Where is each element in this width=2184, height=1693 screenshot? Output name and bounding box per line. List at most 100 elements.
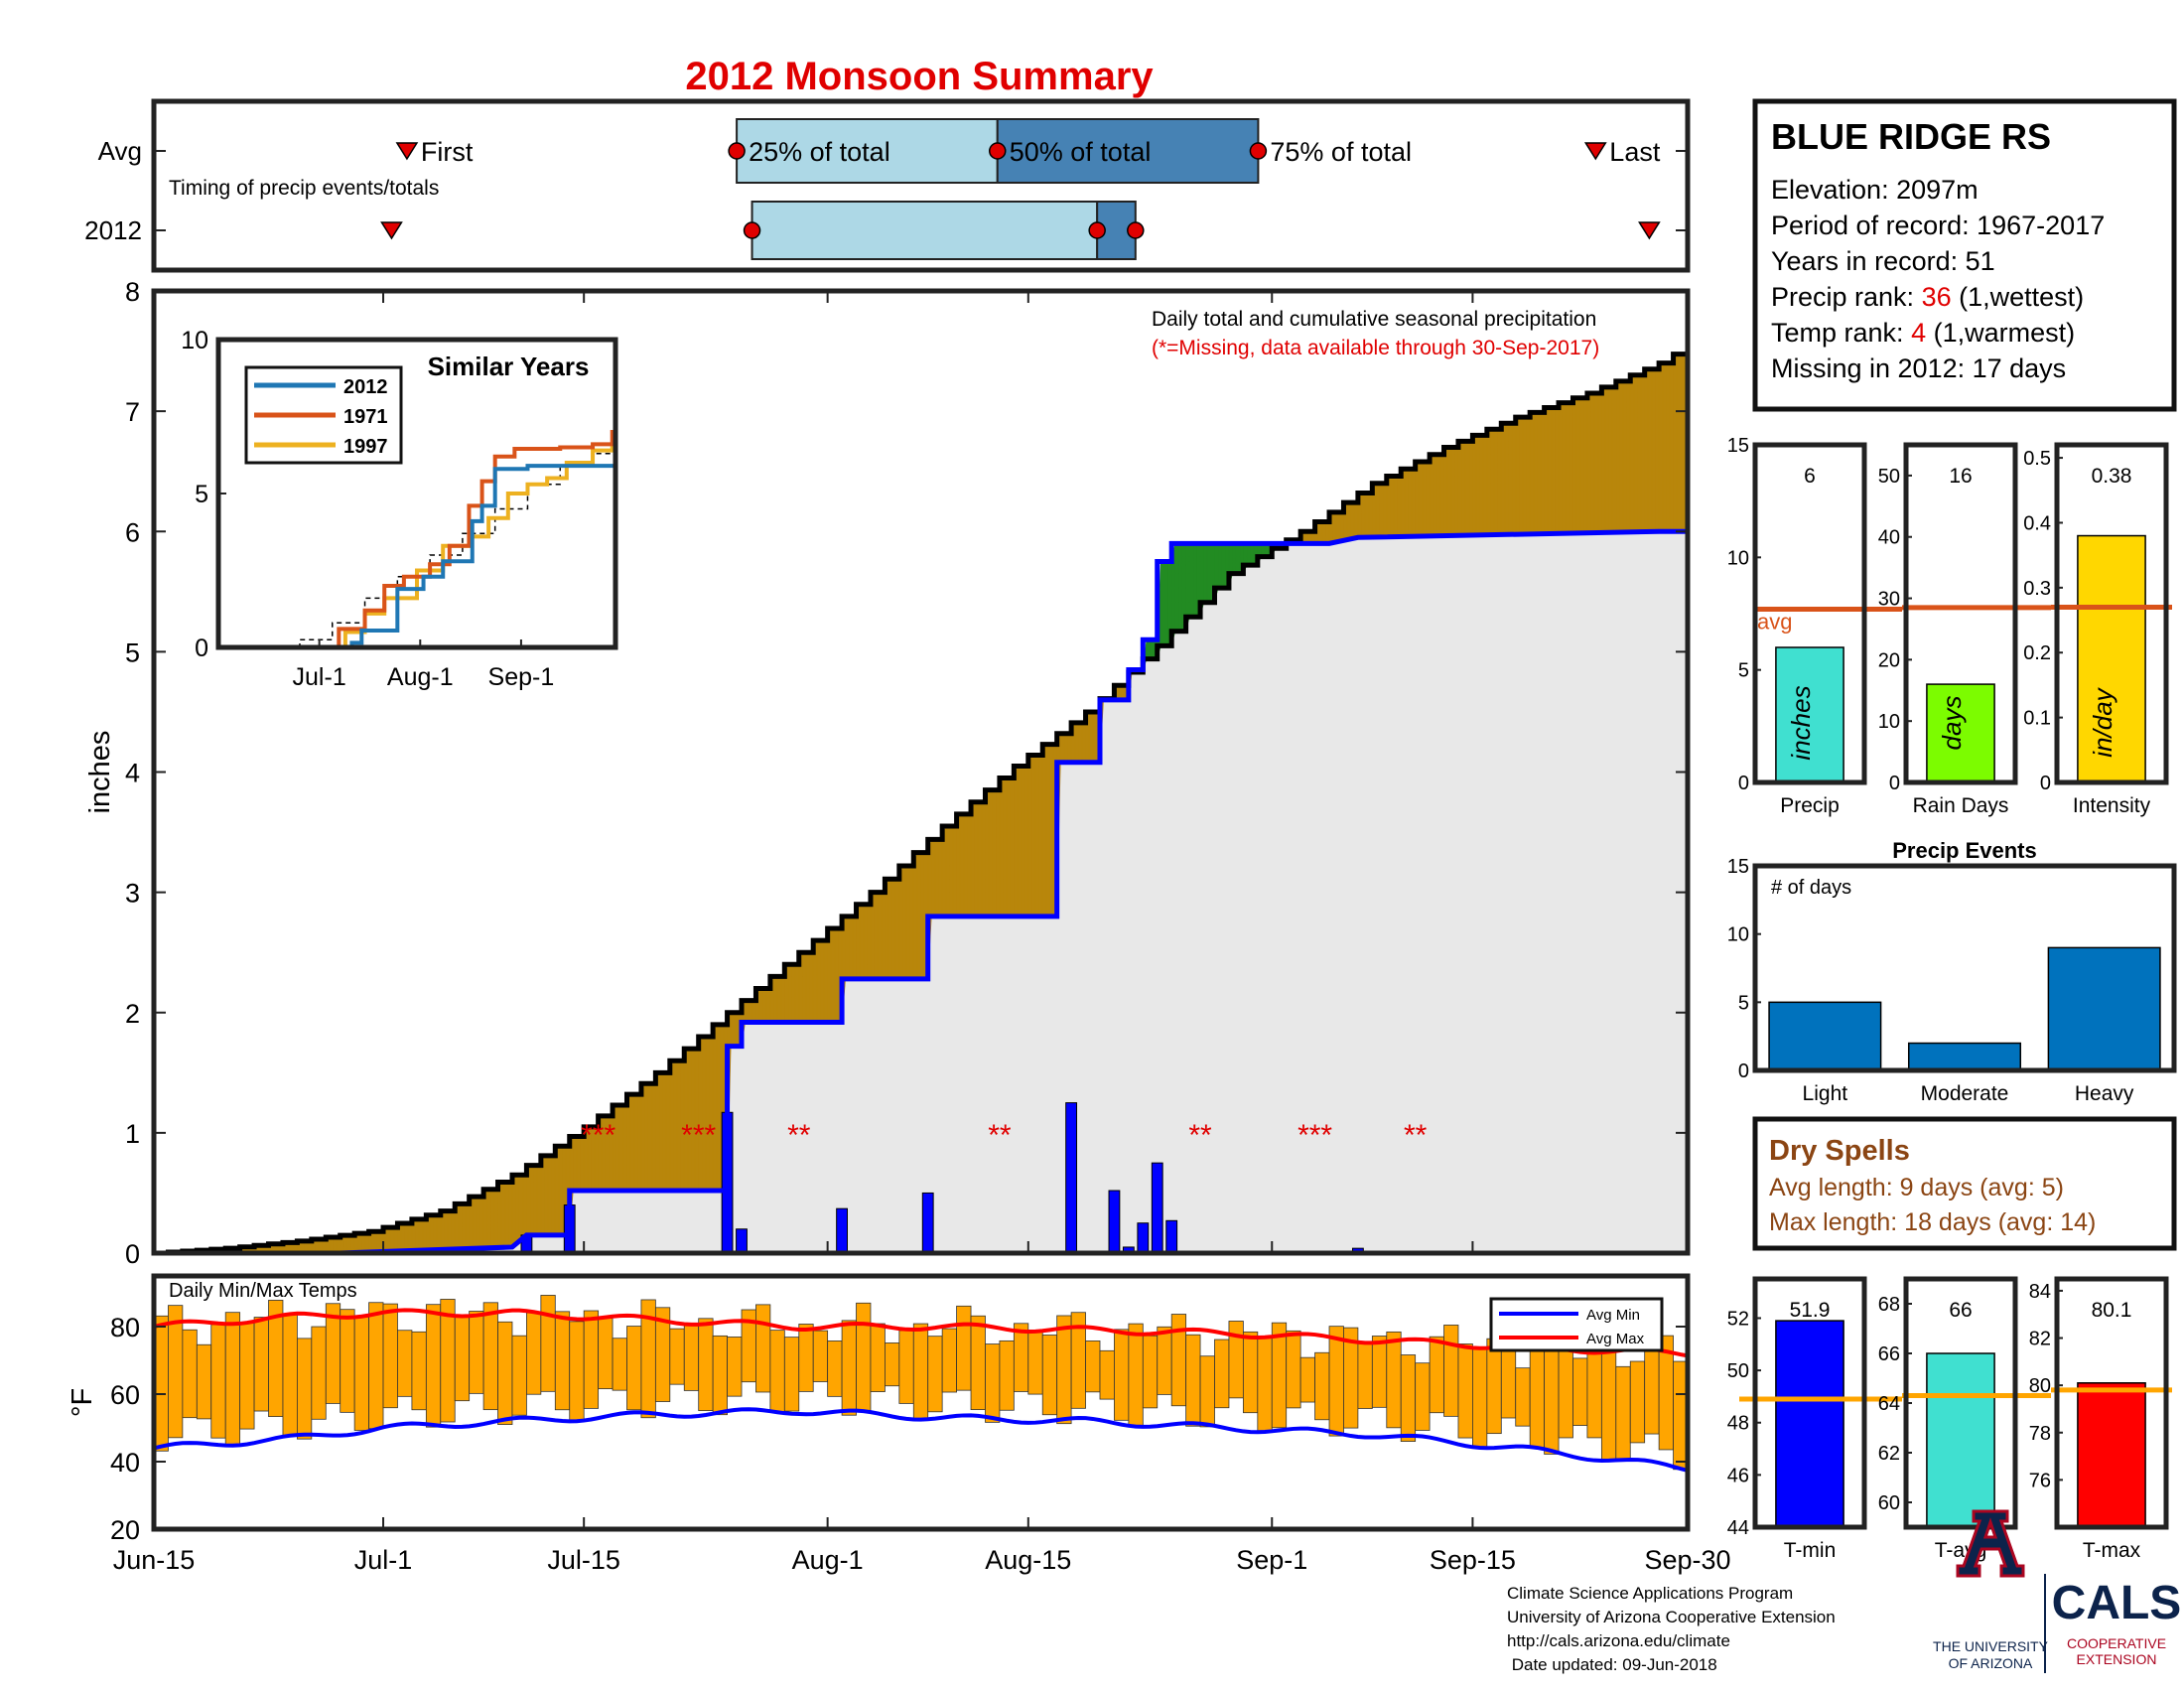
tavg-value-label: 66	[1949, 1299, 1972, 1322]
timing-q25-marker-2012	[743, 221, 761, 239]
daily-temp-bar	[727, 1337, 743, 1397]
tmax-frame	[2054, 1276, 2169, 1530]
station-temp-rank: Temp rank: 4 (1,warmest)	[1771, 318, 2075, 348]
tmax-bar	[2077, 1382, 2146, 1528]
temps-y-tick-label: 20	[110, 1515, 140, 1545]
timing-q75-marker-2012	[1127, 221, 1145, 239]
tavg-y-tick-label: 64	[1878, 1393, 1900, 1415]
daily-temp-bar	[970, 1315, 986, 1411]
daily-temp-bar	[511, 1335, 527, 1416]
intensity-y-tick-label: 0	[2040, 773, 2051, 794]
inset-x-tick-label: Aug-1	[387, 663, 454, 691]
intensity-y-tick-label: 0.2	[2023, 642, 2051, 664]
raindays-category-label: Rain Days	[1913, 794, 2009, 817]
tmin-y-tick-label: 48	[1727, 1413, 1749, 1435]
tmax-y-tick-label: 80	[2029, 1375, 2051, 1397]
main-annotation-missing: (*=Missing, data available through 30-Se…	[1152, 337, 1599, 359]
main-plot-frame	[151, 288, 1691, 1256]
events-category-label: Light	[1803, 1082, 1848, 1105]
dry-spells-box: Dry Spells Avg length: 9 days (avg: 5) M…	[1752, 1116, 2177, 1251]
inset-title: Similar Years	[428, 352, 590, 381]
daily-temp-bar	[1299, 1356, 1315, 1403]
daily-temp-bar	[927, 1336, 943, 1413]
footer-line-4: Date updated: 09-Jun-2018	[1507, 1655, 1717, 1674]
events-bar-heavy	[2047, 946, 2161, 1071]
daily-temp-bar	[683, 1323, 700, 1391]
tavg-y-tick-label: 62	[1878, 1443, 1900, 1465]
daily-temp-bar	[1357, 1342, 1373, 1409]
intensity-y-tick-label: 0.5	[2023, 448, 2051, 470]
ua-text-1: THE UNIVERSITY	[1933, 1638, 2049, 1654]
daily-temp-bar	[827, 1340, 843, 1397]
daily-precip-bar	[1065, 1102, 1078, 1254]
daily-temp-bar	[1400, 1354, 1417, 1442]
daily-temp-bar	[885, 1342, 900, 1387]
main-y-tick-label: 1	[125, 1119, 140, 1149]
x-tick-label: Sep-15	[1430, 1545, 1516, 1575]
daily-temp-bar	[912, 1323, 929, 1421]
tmax-y-tick-label: 76	[2029, 1470, 2051, 1491]
main-y-axis-label: inches	[84, 731, 116, 814]
temps-y-tick-label: 80	[110, 1313, 140, 1342]
timing-row-label-avg: Avg	[98, 136, 142, 166]
inset-series-1971-line	[218, 373, 617, 649]
daily-temp-bar	[1257, 1336, 1273, 1432]
daily-temp-bar	[755, 1304, 771, 1393]
footer-line-1: Climate Science Applications Program	[1507, 1584, 1793, 1603]
daily-temp-bar	[1242, 1331, 1259, 1414]
raindays-frame	[1903, 442, 2018, 785]
events-annotation: # of days	[1771, 877, 1851, 899]
daily-temp-bar	[985, 1343, 1001, 1423]
daily-temp-bar	[1085, 1340, 1101, 1393]
daily-temp-bar	[1371, 1336, 1388, 1408]
timing-row-label-2012: 2012	[84, 215, 142, 245]
cumulative-2012-line	[154, 528, 1688, 1256]
daily-temp-bar	[1558, 1340, 1573, 1439]
ua-text-2: OF ARIZONA	[1949, 1655, 2033, 1671]
daily-temp-bar	[856, 1302, 872, 1412]
intensity-value-label: 0.38	[2092, 465, 2132, 488]
timing-q25-q50-box-2012	[751, 201, 1099, 260]
daily-temp-bar	[1142, 1335, 1159, 1409]
main-y-tick-label: 6	[125, 517, 140, 547]
events-bar-light	[1768, 1001, 1882, 1071]
dry-spells-max: Max length: 18 days (avg: 14)	[1769, 1208, 2096, 1236]
main-y-tick-label: 0	[125, 1239, 140, 1269]
daily-temp-bar	[353, 1316, 369, 1431]
intensity-y-tick-label: 0.1	[2023, 708, 2051, 730]
intensity-y-tick-label: 0.4	[2023, 512, 2051, 534]
tavg-frame	[1903, 1276, 2018, 1530]
timing-q75-label: 75% of total	[1270, 137, 1412, 167]
daily-temp-bar	[210, 1324, 226, 1439]
daily-temp-bar	[340, 1309, 355, 1413]
x-tick-label: Aug-1	[792, 1545, 864, 1575]
x-tick-label: Jun-15	[113, 1545, 196, 1575]
daily-temp-bar	[1328, 1326, 1344, 1437]
daily-temp-bar	[612, 1338, 627, 1391]
inset-legend-label-1997: 1997	[343, 436, 388, 458]
raindays-y-tick-label: 40	[1878, 527, 1900, 549]
raindays-y-tick-label: 10	[1878, 711, 1900, 733]
events-frame	[1752, 863, 2177, 1073]
daily-precip-bar	[736, 1228, 748, 1254]
intensity-unit-label: in/day	[2088, 686, 2117, 757]
daily-temp-bar	[1214, 1339, 1230, 1409]
main-y-tick-label: 8	[125, 277, 140, 307]
timing-q25-q50-box-avg	[736, 118, 999, 184]
daily-temp-bar	[253, 1317, 269, 1412]
timing-first-label: First	[421, 137, 474, 167]
daily-temp-bar	[1600, 1347, 1617, 1460]
temp-rank-value: 4	[1911, 318, 1926, 348]
daily-temp-bar	[311, 1326, 327, 1420]
daily-temp-bar	[482, 1302, 498, 1411]
daily-precip-bar	[1108, 1190, 1121, 1254]
tmin-category-label: T-min	[1784, 1539, 1837, 1562]
raindays-y-tick-label: 30	[1878, 589, 1900, 611]
avg-max-line	[153, 1308, 1689, 1358]
raindays-y-tick-label: 0	[1889, 773, 1900, 794]
daily-temp-bar	[1586, 1348, 1602, 1439]
tmax-y-tick-label: 78	[2029, 1423, 2051, 1445]
footer-credits: Climate Science Applications Program Uni…	[1507, 1584, 1836, 1674]
